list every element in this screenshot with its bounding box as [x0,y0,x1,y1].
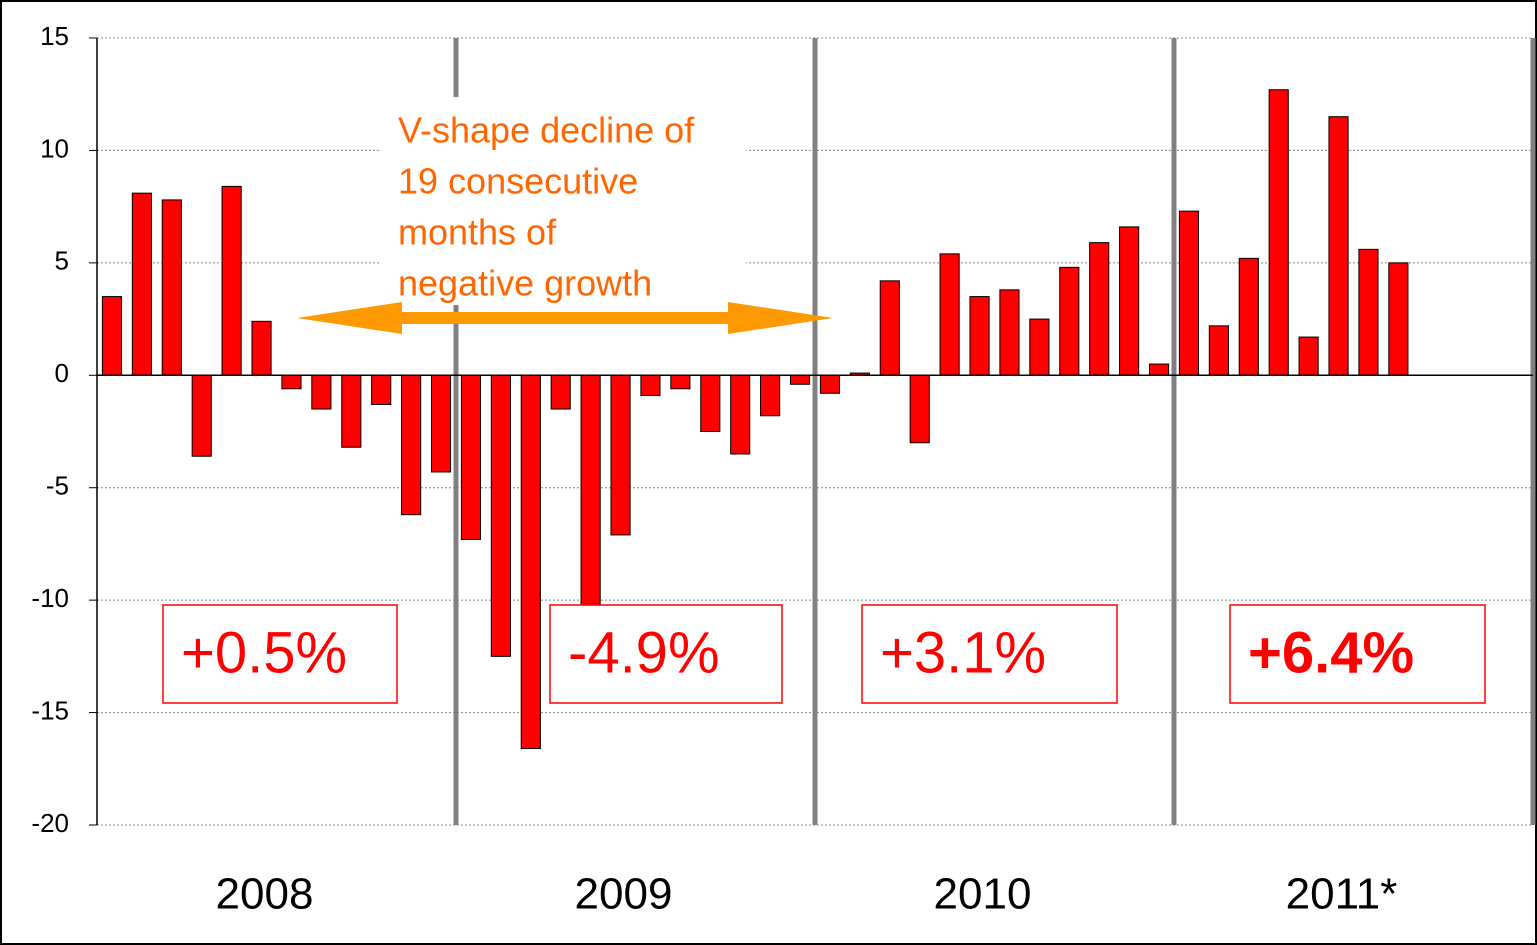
bar [999,289,1020,376]
y-tick-label: -5 [46,471,69,501]
annotation: V-shape decline of [398,110,695,151]
bar [1298,336,1319,376]
bar [1029,318,1050,376]
bar [789,374,811,385]
bar [939,253,960,376]
y-tick-label: 10 [40,133,69,163]
bar [221,185,242,376]
bar [311,374,332,410]
bar [819,374,841,394]
y-tick-label: -15 [31,695,69,725]
bar [580,374,601,608]
bar [520,374,541,750]
group-annotation: +0.5% [181,620,347,685]
annotation-box [162,604,398,704]
bar [460,374,482,540]
annotation: negative growth [398,263,652,304]
annotation-box [1229,604,1486,704]
annotation: 19 consecutive [398,161,638,202]
arrow [297,302,833,334]
bar [760,374,781,417]
bar [550,374,571,410]
bar [1178,210,1200,376]
year-label: 2009 [575,870,673,919]
bar [1119,226,1140,376]
y-tick-label: 15 [40,21,69,51]
bar [1089,242,1110,376]
bar [281,374,302,390]
group-annotation: -4.9% [568,620,720,685]
group-annotation: +6.4% [1248,620,1414,685]
bar [1148,363,1170,376]
group-annotation: +3.1% [880,620,1046,685]
bar [341,374,362,448]
bar [1388,262,1409,376]
bar [730,374,751,455]
y-tick-label: -20 [31,808,69,838]
bar [131,192,152,376]
year-label: 2008 [216,870,314,919]
bar [401,374,422,516]
bar [1059,266,1080,376]
bar [251,320,272,376]
bar [161,199,182,376]
annotation-bg [380,97,746,305]
bar [191,374,212,457]
bar [1328,116,1349,376]
bar [1268,89,1289,376]
bar [700,374,721,432]
bar [1358,248,1379,376]
annotation-box [549,604,783,704]
bar [879,280,900,376]
bar [969,296,990,376]
year-label: 2011* [1286,870,1398,919]
bar [1208,325,1229,376]
annotation-box [861,604,1118,704]
bar [490,374,511,657]
y-tick-label: 5 [55,246,69,276]
year-label: 2010 [934,870,1032,919]
bar [909,374,930,444]
bar [640,374,661,397]
bar [101,296,123,376]
bar [610,374,631,536]
y-tick-label: 0 [55,358,69,388]
annotation: months of [398,212,557,253]
y-tick-label: -10 [31,583,69,613]
bar [430,374,452,473]
bar [371,374,392,406]
bar [1238,257,1259,376]
bar [670,374,691,390]
